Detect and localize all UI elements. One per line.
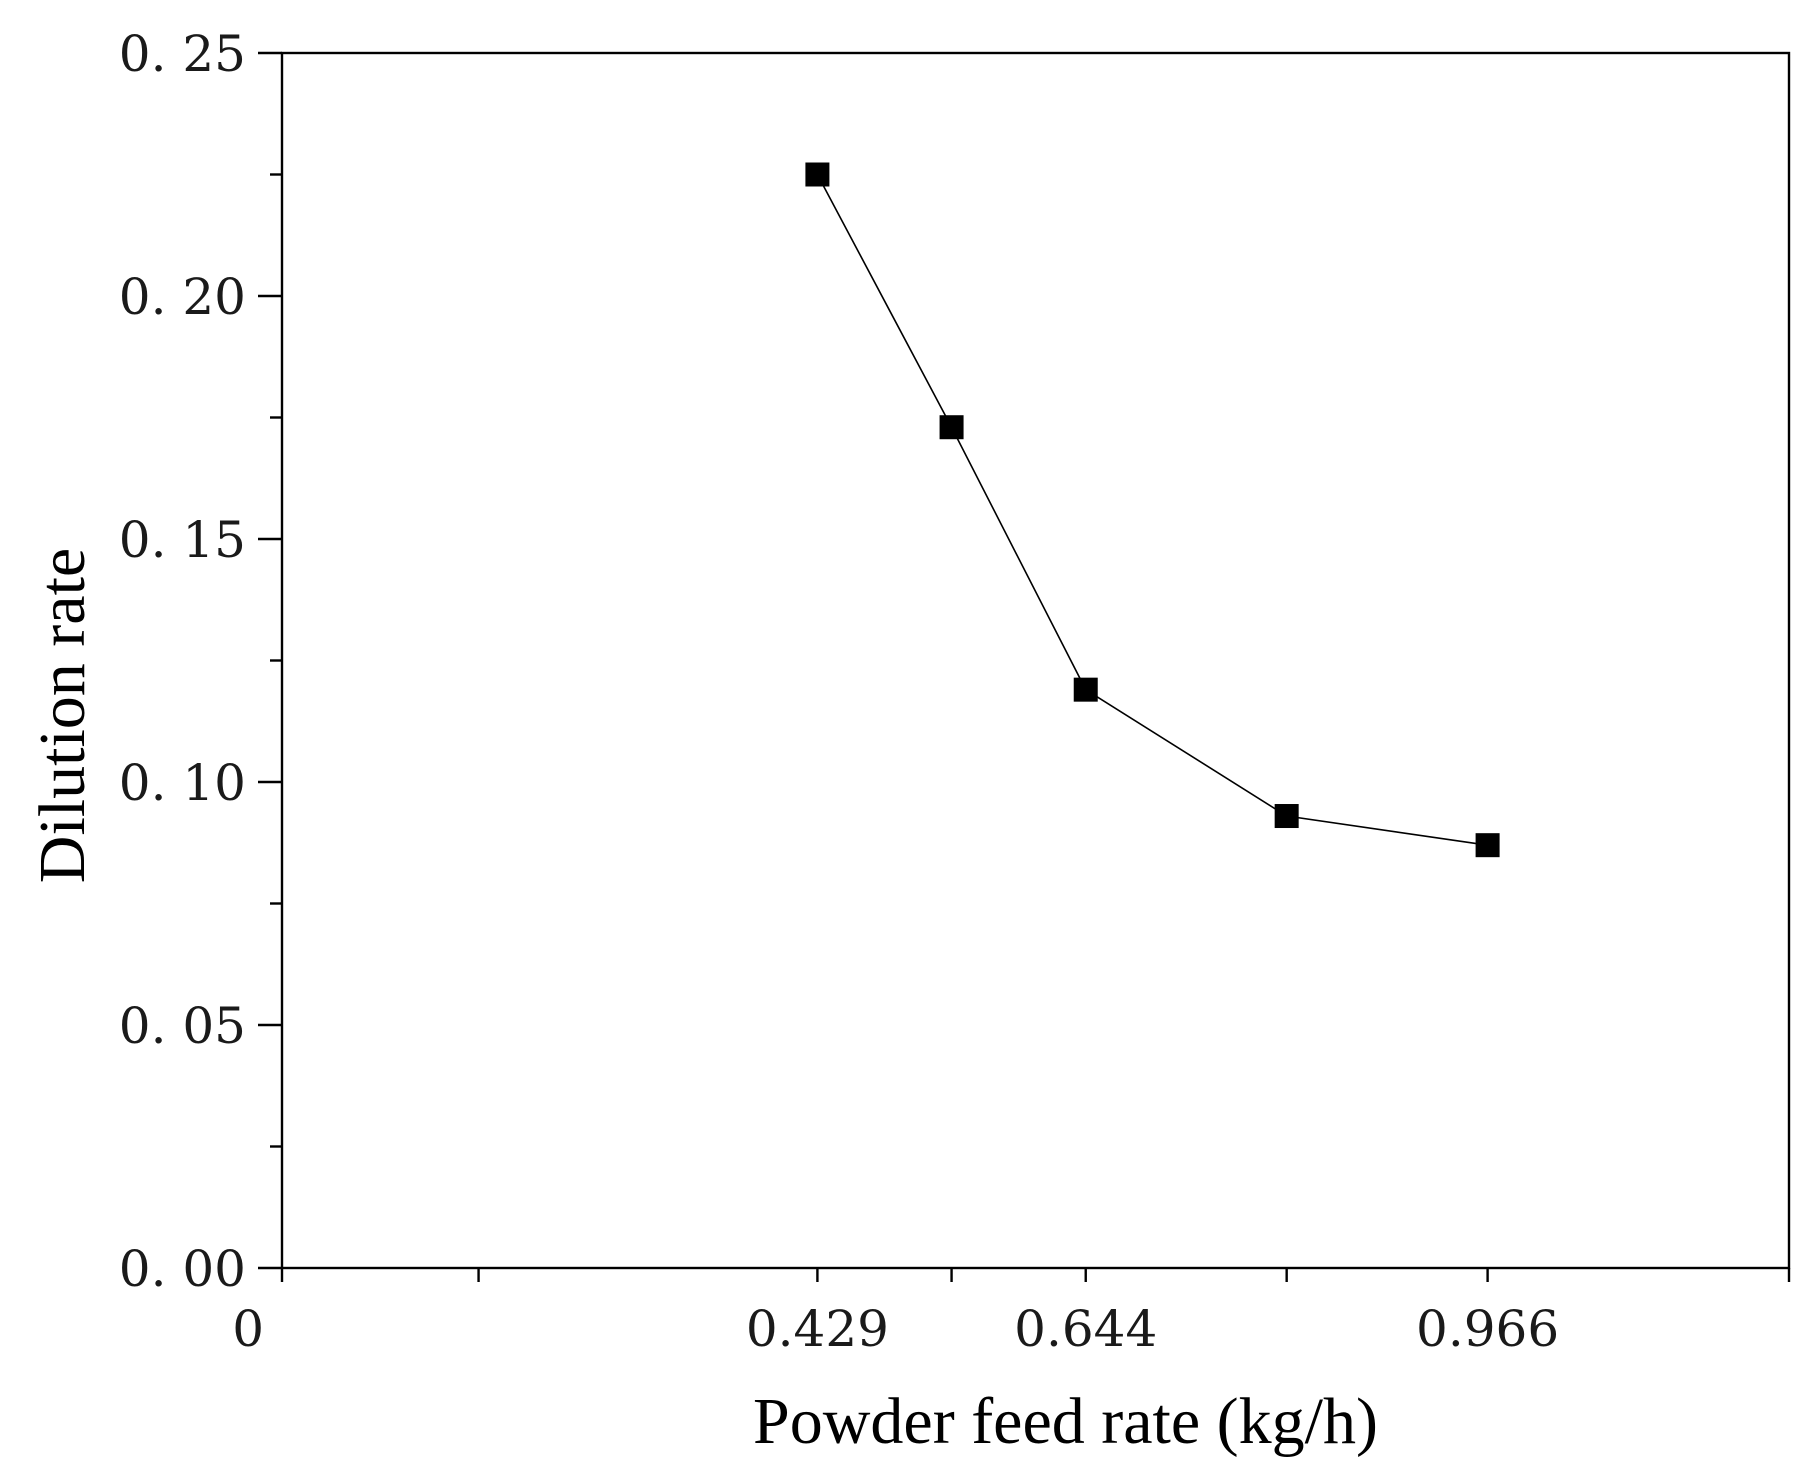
- y-axis-title: Dilution rate: [26, 548, 99, 883]
- y-tick-label: 0. 10: [119, 754, 246, 812]
- y-tick-label: 0. 20: [119, 268, 246, 326]
- data-point-marker: [1475, 833, 1500, 858]
- x-tick-label: 0: [232, 1300, 264, 1358]
- x-tick-label: 0.644: [1014, 1300, 1157, 1358]
- plot-frame: [280, 51, 1791, 1270]
- data-point-marker: [939, 415, 964, 440]
- y-tick-label: 0. 15: [119, 511, 246, 569]
- x-tick-label: 0.966: [1416, 1300, 1559, 1358]
- x-axis-ticks: 0 0.429 0.644 0.966: [232, 1268, 1791, 1358]
- data-point-marker: [1274, 804, 1299, 829]
- data-point-marker: [1073, 677, 1098, 702]
- data-point-marker: [805, 162, 830, 187]
- plot-border: [280, 51, 1791, 1270]
- series-line: [816, 174, 1488, 846]
- y-tick-label: 0. 00: [119, 1240, 246, 1298]
- y-tick-label: 0. 05: [119, 997, 246, 1055]
- y-tick-label: 0. 25: [119, 25, 246, 83]
- series-dilution-rate: [805, 162, 1500, 858]
- x-tick-label: 0.429: [746, 1300, 889, 1358]
- y-axis-ticks: 0. 00 0. 05 0. 10 0. 15 0. 20 0. 25: [119, 25, 282, 1298]
- x-axis-title: Powder feed rate (kg/h): [753, 1385, 1378, 1458]
